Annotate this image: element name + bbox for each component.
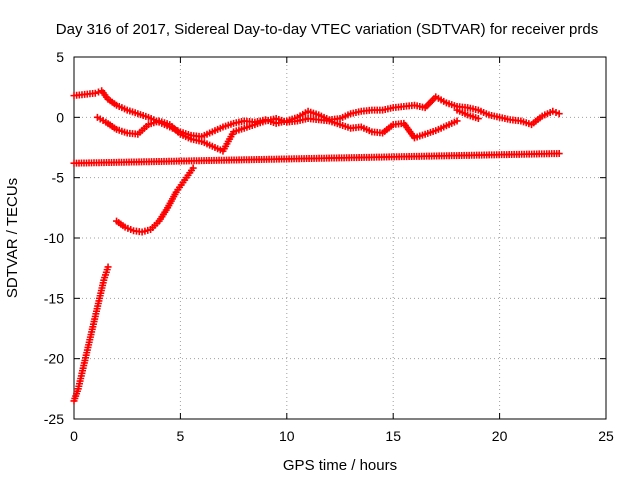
upper-track-point xyxy=(91,89,99,97)
y-tick-label: -25 xyxy=(44,411,64,427)
x-tick-label: 5 xyxy=(177,428,185,444)
x-tick-label: 15 xyxy=(385,428,401,444)
upper-track-point xyxy=(549,107,557,115)
grid-lines xyxy=(74,57,606,419)
y-tick-label: -20 xyxy=(44,351,64,367)
axis-ticks xyxy=(73,56,607,420)
y-axis-label: SDTVAR / TECUs xyxy=(4,178,21,298)
y-tick-label: -10 xyxy=(44,230,64,246)
y-tick-label: 5 xyxy=(56,49,64,65)
x-axis-label: GPS time / hours xyxy=(283,457,397,474)
lower-track-point xyxy=(453,117,461,125)
y-tick-label: -5 xyxy=(52,170,65,186)
steep-rise-point xyxy=(104,263,112,271)
upper-track-point xyxy=(94,88,102,96)
x-tick-label: 20 xyxy=(492,428,508,444)
x-tick-label: 25 xyxy=(598,428,614,444)
chart-title: Day 316 of 2017, Sidereal Day-to-day VTE… xyxy=(56,21,598,38)
y-tick-labels: -25 -20 -15 -10 -5 0 5 xyxy=(44,49,64,427)
upper-track-point xyxy=(552,109,560,117)
upper-track-point xyxy=(555,110,563,118)
evening-fragment-point xyxy=(474,115,482,123)
data-points xyxy=(70,87,563,405)
mid-dip-point xyxy=(189,164,197,172)
y-tick-label: 0 xyxy=(56,109,64,125)
x-tick-label: 10 xyxy=(279,428,295,444)
x-tick-label: 0 xyxy=(70,428,78,444)
isolated-points-point xyxy=(555,150,563,158)
y-tick-label: -15 xyxy=(44,290,64,306)
x-tick-labels: 0 5 10 15 20 25 xyxy=(70,428,614,444)
